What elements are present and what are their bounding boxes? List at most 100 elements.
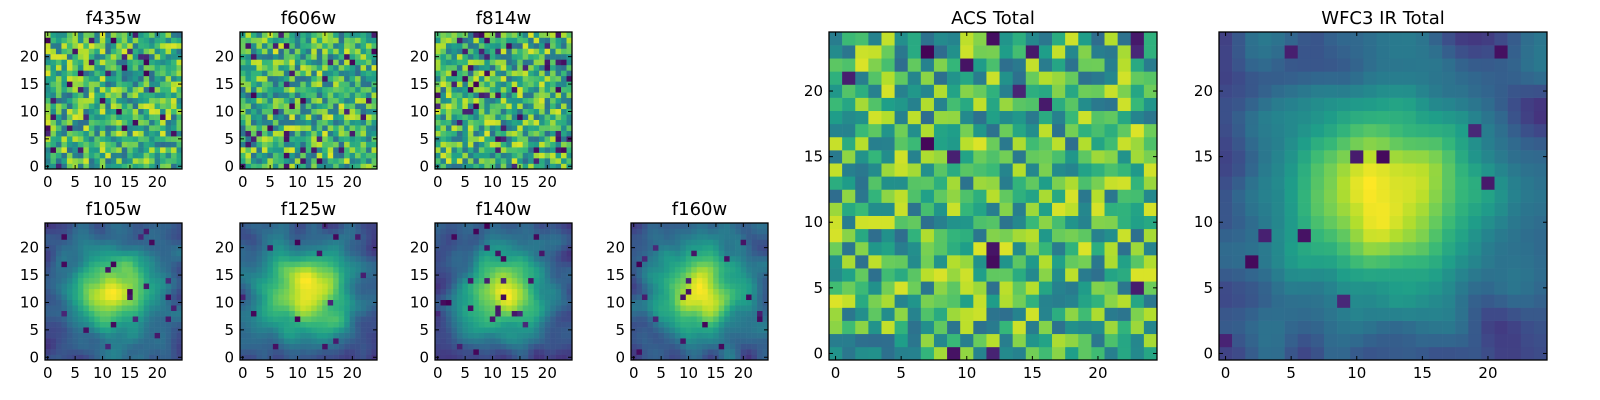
heatmap-cell [740, 266, 747, 273]
heatmap-cell [366, 349, 372, 355]
heatmap-cell [55, 261, 62, 268]
heatmap-cell [517, 75, 523, 82]
heatmap-cell [311, 81, 318, 88]
heatmap-cell [50, 136, 57, 142]
heatmap-cell [947, 241, 961, 256]
heatmap-cell [143, 53, 150, 60]
heatmap-cell [680, 343, 687, 350]
heatmap-cell [99, 125, 106, 131]
y-tick-label: 20 [606, 239, 625, 257]
heatmap-cell [278, 103, 285, 110]
heatmap-cell [88, 332, 95, 339]
heatmap-cell [316, 266, 323, 273]
heatmap-cell [550, 32, 556, 38]
heatmap-cell [256, 59, 263, 66]
heatmap-cell [344, 152, 350, 159]
heatmap-cell [116, 37, 123, 44]
heatmap-cell [327, 136, 334, 142]
heatmap-cell [740, 327, 747, 333]
heatmap-cell [94, 81, 101, 88]
heatmap-cell [333, 310, 339, 317]
heatmap-cell [539, 294, 545, 301]
heatmap-cell [973, 255, 987, 269]
heatmap-cell [77, 130, 84, 137]
heatmap-cell [445, 119, 452, 126]
heatmap-cell [713, 250, 719, 257]
heatmap-cell [127, 119, 133, 126]
heatmap-cell [305, 64, 312, 71]
heatmap-cell [539, 59, 545, 66]
heatmap-cell [50, 48, 57, 55]
heatmap-cell [495, 349, 502, 355]
heatmap-cell [305, 305, 312, 311]
heatmap-cell [528, 152, 534, 159]
heatmap-cell [751, 255, 758, 262]
heatmap-cell [511, 158, 518, 164]
heatmap-cell [544, 327, 551, 333]
heatmap-cell [66, 130, 73, 137]
heatmap-cell [316, 354, 323, 361]
heatmap-cell [261, 338, 268, 344]
heatmap-cell [539, 130, 545, 137]
heatmap-cell [278, 81, 285, 88]
heatmap-cell [451, 32, 458, 38]
heatmap-cell [72, 343, 79, 350]
heatmap-cell [61, 272, 68, 279]
heatmap-cell [305, 294, 312, 301]
heatmap-cell [338, 81, 345, 88]
heatmap-cell [435, 261, 441, 268]
heatmap-cell [484, 75, 491, 82]
heatmap-cell [45, 305, 51, 311]
heatmap-cell [77, 147, 84, 153]
heatmap-cell [349, 136, 356, 142]
heatmap-cell [371, 86, 378, 93]
heatmap-cell [66, 272, 73, 279]
heatmap-cell [511, 48, 518, 55]
heatmap-cell [333, 97, 339, 104]
heatmap-cell [132, 103, 139, 110]
heatmap-cell [528, 53, 534, 60]
heatmap-cell [72, 255, 79, 262]
heatmap-cell [647, 272, 654, 279]
heatmap-cell [278, 327, 285, 333]
heatmap-cell [333, 136, 339, 142]
heatmap-cell [143, 233, 150, 240]
heatmap-cell [333, 338, 339, 344]
heatmap-cell [489, 294, 496, 301]
heatmap-cell [757, 349, 763, 355]
heatmap-cell [72, 272, 79, 279]
heatmap-cell [445, 97, 452, 104]
heatmap-cell [289, 48, 296, 55]
heatmap-cell [250, 255, 257, 262]
heatmap-cell [724, 354, 730, 361]
heatmap-cell [757, 310, 763, 317]
heatmap-cell [72, 147, 79, 153]
heatmap-cell [338, 32, 345, 38]
heatmap-cell [349, 228, 356, 235]
heatmap-cell [294, 64, 301, 71]
heatmap-cell [445, 53, 452, 60]
heatmap-cell [360, 92, 367, 99]
heatmap-cell [272, 75, 279, 82]
heatmap-cell [132, 32, 139, 38]
heatmap-cell [724, 294, 730, 301]
heatmap-cell [327, 305, 334, 311]
heatmap-cell [176, 343, 183, 350]
heatmap-cell [658, 239, 665, 246]
heatmap-cell [176, 266, 183, 273]
heatmap-cell [445, 70, 452, 77]
heatmap-cell [55, 283, 62, 290]
heatmap-cell [289, 288, 296, 295]
heatmap-cell [333, 152, 339, 159]
heatmap-cell [88, 59, 95, 66]
heatmap-cell [713, 299, 719, 306]
heatmap-cell [550, 70, 556, 77]
heatmap-cell [55, 141, 62, 148]
heatmap-cell [495, 272, 502, 279]
heatmap-cell [842, 202, 856, 216]
heatmap-cell [45, 332, 51, 339]
heatmap-cell [1117, 176, 1132, 190]
heatmap-cell [829, 189, 843, 203]
heatmap-cell [55, 130, 62, 137]
